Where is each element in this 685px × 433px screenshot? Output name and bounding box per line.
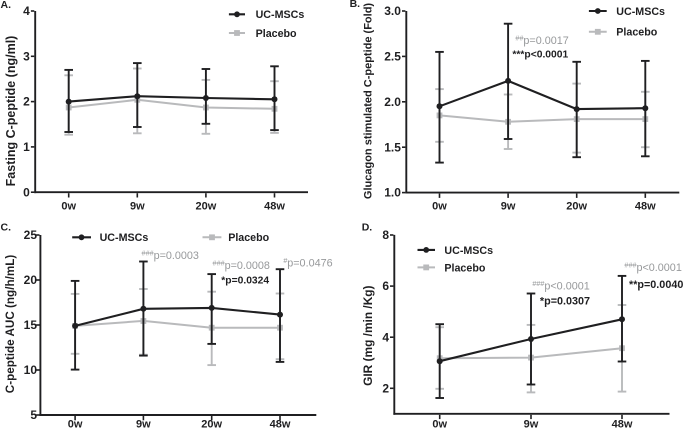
- svg-text:Placebo: Placebo: [616, 27, 657, 39]
- svg-text:0: 0: [23, 185, 30, 199]
- svg-text:9w: 9w: [130, 200, 145, 212]
- svg-text:25: 25: [24, 228, 38, 242]
- svg-text:20w: 20w: [566, 200, 587, 212]
- svg-text:20w: 20w: [196, 200, 217, 212]
- svg-text:1.0: 1.0: [384, 186, 401, 200]
- svg-text:1.5: 1.5: [384, 140, 401, 154]
- svg-text:UC-MSCs: UC-MSCs: [616, 6, 665, 18]
- svg-text:0w: 0w: [68, 419, 83, 431]
- svg-text:Glucagon stimulated C-peptide: Glucagon stimulated C-peptide (Fold): [363, 3, 375, 200]
- svg-text:*p=0.0324: *p=0.0324: [221, 276, 269, 287]
- svg-text:*p=0.0307: *p=0.0307: [540, 296, 590, 308]
- svg-text:20: 20: [24, 273, 38, 287]
- svg-text:48w: 48w: [264, 200, 285, 212]
- svg-text:D.: D.: [362, 222, 373, 234]
- svg-text:Placebo: Placebo: [228, 232, 269, 244]
- svg-text:UC-MSCs: UC-MSCs: [100, 232, 149, 244]
- svg-text:5: 5: [30, 408, 37, 422]
- svg-text:0w: 0w: [432, 200, 447, 212]
- svg-text:UC-MSCs: UC-MSCs: [444, 245, 493, 257]
- svg-text:Fasting C-peptide (ng/ml): Fasting C-peptide (ng/ml): [4, 36, 18, 187]
- svg-text:4: 4: [23, 4, 30, 18]
- svg-text:###p<0.0001: ###p<0.0001: [532, 279, 590, 292]
- svg-text:8: 8: [382, 228, 389, 242]
- svg-text:2.0: 2.0: [384, 95, 401, 109]
- svg-text:4: 4: [382, 330, 389, 344]
- svg-text:0w: 0w: [432, 419, 447, 431]
- svg-text:20w: 20w: [201, 419, 222, 431]
- svg-text:GIR (mg /min /Kg): GIR (mg /min /Kg): [361, 285, 375, 385]
- svg-text:#p=0.0476: #p=0.0476: [283, 256, 332, 269]
- svg-text:3: 3: [23, 49, 30, 63]
- svg-text:2.5: 2.5: [384, 50, 401, 64]
- svg-text:A.: A.: [1, 0, 12, 11]
- svg-text:48w: 48w: [270, 419, 291, 431]
- svg-text:Placebo: Placebo: [256, 28, 297, 40]
- svg-text:48w: 48w: [612, 419, 633, 431]
- svg-text:**p=0.0040: **p=0.0040: [629, 279, 683, 291]
- svg-text:10: 10: [24, 363, 38, 377]
- svg-text:2: 2: [23, 95, 30, 109]
- svg-text:0w: 0w: [61, 200, 76, 212]
- svg-text:3.0: 3.0: [384, 4, 401, 18]
- svg-text:Placebo: Placebo: [444, 262, 485, 274]
- svg-text:15: 15: [24, 318, 38, 332]
- svg-text:UC-MSCs: UC-MSCs: [256, 9, 305, 21]
- svg-text:9w: 9w: [524, 419, 539, 431]
- svg-text:##p=0.0017: ##p=0.0017: [515, 33, 568, 46]
- svg-text:###p=0.0003: ###p=0.0003: [141, 249, 199, 262]
- svg-text:###p<0.0001: ###p<0.0001: [624, 261, 682, 274]
- svg-text:C-peptide AUC (ng/h/mL): C-peptide AUC (ng/h/mL): [4, 255, 17, 394]
- svg-text:1: 1: [23, 140, 30, 154]
- svg-text:9w: 9w: [136, 419, 151, 431]
- svg-text:###p=0.0008: ###p=0.0008: [212, 259, 270, 272]
- svg-text:6: 6: [382, 279, 389, 293]
- svg-text:***p<0.0001: ***p<0.0001: [512, 50, 568, 61]
- svg-text:2: 2: [382, 381, 389, 395]
- svg-text:9w: 9w: [501, 200, 516, 212]
- svg-text:C.: C.: [1, 222, 12, 234]
- svg-text:B.: B.: [350, 0, 361, 10]
- svg-text:48w: 48w: [635, 200, 656, 212]
